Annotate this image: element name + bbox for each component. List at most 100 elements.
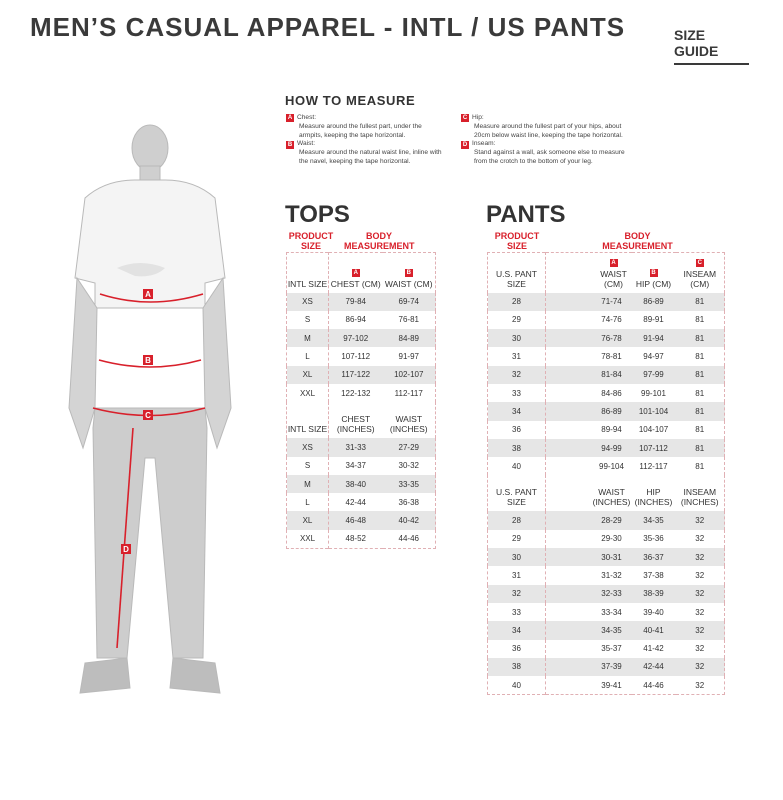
measurement-cell: 32 (675, 584, 725, 603)
measurement-cell: 28-29 (545, 511, 632, 530)
measurement-cell: 32 (675, 657, 725, 677)
measurement-cell: 102-107 (382, 365, 436, 384)
size-cell: 34 (487, 402, 546, 421)
measurement-cell: 81 (675, 365, 725, 384)
badge-a: A (286, 114, 294, 123)
measurement-cell: 27-29 (382, 438, 436, 457)
figure-marker-b: B (145, 356, 151, 365)
measurement-cell: 32 (675, 621, 725, 640)
table-row: XS 79-84 69-74 (286, 292, 436, 311)
measurement-cell: 99-101 (641, 388, 666, 398)
measurement-cell: 42-44 (345, 497, 366, 507)
pants-size-table: U.S. PANT SIZE A WAIST (CM) B HIP (CM) C IN… (487, 252, 725, 695)
cell-value: 31-32 (601, 571, 622, 580)
measurement-cell: 78-81 (546, 347, 632, 365)
measurement-cell: 41-42 (643, 644, 664, 654)
header-intl-size: INTL SIZE (286, 402, 329, 439)
tops-inch-rows: XS 31-33 27-29 S 34-37 30-32 M 38-40 33-35 L 42-44… (286, 438, 436, 549)
header-intl-size: INTL SIZE (286, 252, 329, 293)
table-row: S 34-37 30-32 (286, 456, 436, 475)
measurement-cell: 112-117 (394, 388, 423, 398)
size-cell: 32 (487, 584, 546, 603)
size-cell: 28 (487, 511, 546, 530)
pants-product-size: PRODUCT SIZE (494, 231, 540, 251)
measurement-cell: 81 (675, 292, 725, 311)
size-cell: 32 (487, 365, 546, 384)
size-cell: 29 (487, 529, 546, 549)
table-row: S 86-94 76-81 (286, 310, 436, 330)
measurement-cell: 107-112 (341, 352, 371, 362)
table-row: 29 74-76 89-91 81 (487, 310, 725, 330)
measurement-cell: 91-94 (631, 329, 676, 348)
measurement-cell: 32 (695, 534, 705, 544)
cell-value: 99-104 (599, 461, 624, 471)
inseam-desc: Stand against a wall, ask someone else t… (474, 149, 625, 165)
measurement-cell: 89-94 (546, 421, 632, 439)
figure-marker-a: A (145, 290, 151, 299)
size-cell: 40 (487, 457, 546, 476)
size-cell: 33 (487, 602, 546, 622)
badge-b: B (649, 268, 658, 277)
measurement-cell: 69-74 (382, 292, 436, 311)
table-row: 36 89-94 104-107 81 (487, 420, 725, 439)
cell-value: 74-76 (601, 315, 622, 325)
measurement-cell: 34-35 (545, 621, 632, 640)
measurement-cell: 34-35 (631, 511, 676, 530)
cell-value: 39-41 (601, 680, 622, 690)
size-cell: XS (286, 438, 329, 457)
measure-instructions-left: A Chest: Measure around the fullest part,… (286, 114, 446, 167)
inseam-label: Inseam: (472, 140, 496, 148)
cell-value: 35-37 (601, 644, 622, 654)
chest-desc: Measure around the fullest part, under t… (299, 122, 422, 139)
measurement-cell: 81 (695, 315, 705, 325)
size-cell: 29 (487, 310, 546, 330)
cell-value: 89-94 (601, 425, 622, 435)
header-chest-cm: A CHEST (CM) (329, 253, 383, 293)
measurement-cell: 39-41 (546, 676, 632, 694)
cell-value: 86-89 (601, 406, 622, 416)
how-to-measure-title: HOW TO MEASURE (285, 93, 416, 108)
tops-size-table: INTL SIZE A CHEST (CM) B WAIST (CM) XS 79-8… (286, 252, 436, 549)
measurement-cell: 29-30 (546, 530, 632, 548)
size-cell: XXL (286, 383, 329, 403)
measurement-cell: 30-31 (545, 548, 632, 567)
table-row: 33 84-86 99-101 81 (487, 383, 725, 403)
size-cell: 38 (487, 657, 546, 677)
table-row: XL 46-48 40-42 (286, 511, 436, 530)
table-row: 33 33-34 39-40 32 (487, 602, 725, 622)
size-guide-label: SIZE GUIDE (674, 27, 749, 65)
cell-value: 81-84 (601, 370, 622, 380)
cell-value: 71-74 (601, 297, 622, 307)
table-row: 40 99-104 112-117 81 (487, 457, 725, 476)
measurement-cell: 32 (675, 548, 725, 567)
header-inseam-cm: C INSEAM (CM) (676, 253, 725, 293)
measurement-cell: 81 (695, 352, 705, 362)
header-label: HIP (CM) (635, 278, 672, 289)
table-row: 36 35-37 41-42 32 (487, 639, 725, 658)
table-row: XL 117-122 102-107 (286, 365, 436, 384)
measurement-cell: 112-117 (639, 461, 668, 471)
measurement-cell: 79-84 (328, 292, 383, 311)
measurement-cell: 38-40 (328, 474, 383, 494)
measurement-cell: 101-104 (631, 402, 676, 421)
size-cell: S (286, 310, 329, 330)
badge-d: D (461, 140, 469, 149)
waist-desc: Measure around the natural waist line, i… (299, 149, 442, 165)
table-row: M 97-102 84-89 (286, 329, 436, 348)
tops-body-measurement: BODY MEASUREMENT (344, 231, 415, 251)
size-cell: M (286, 474, 329, 494)
measurement-cell: 81-84 (545, 365, 632, 384)
measurement-cell: 122-132 (341, 388, 371, 398)
measurement-cell: 84-89 (382, 329, 436, 348)
pants-inch-rows: 28 28-29 34-35 32 29 29-30 35-36 32 30 30-31 36-37… (487, 511, 725, 695)
cell-value: 29-30 (601, 534, 622, 544)
measurement-cell: 32 (695, 571, 705, 580)
table-row: 31 78-81 94-97 81 (487, 347, 725, 366)
measurement-cell: 71-74 (545, 292, 632, 311)
header-label: WAIST (CM) (384, 278, 433, 289)
size-cell: 33 (487, 383, 546, 403)
size-cell: 36 (487, 639, 546, 658)
measurement-cell: 32 (695, 607, 705, 617)
cell-value: 76-78 (601, 333, 622, 343)
measurement-cell: 89-91 (643, 315, 664, 325)
